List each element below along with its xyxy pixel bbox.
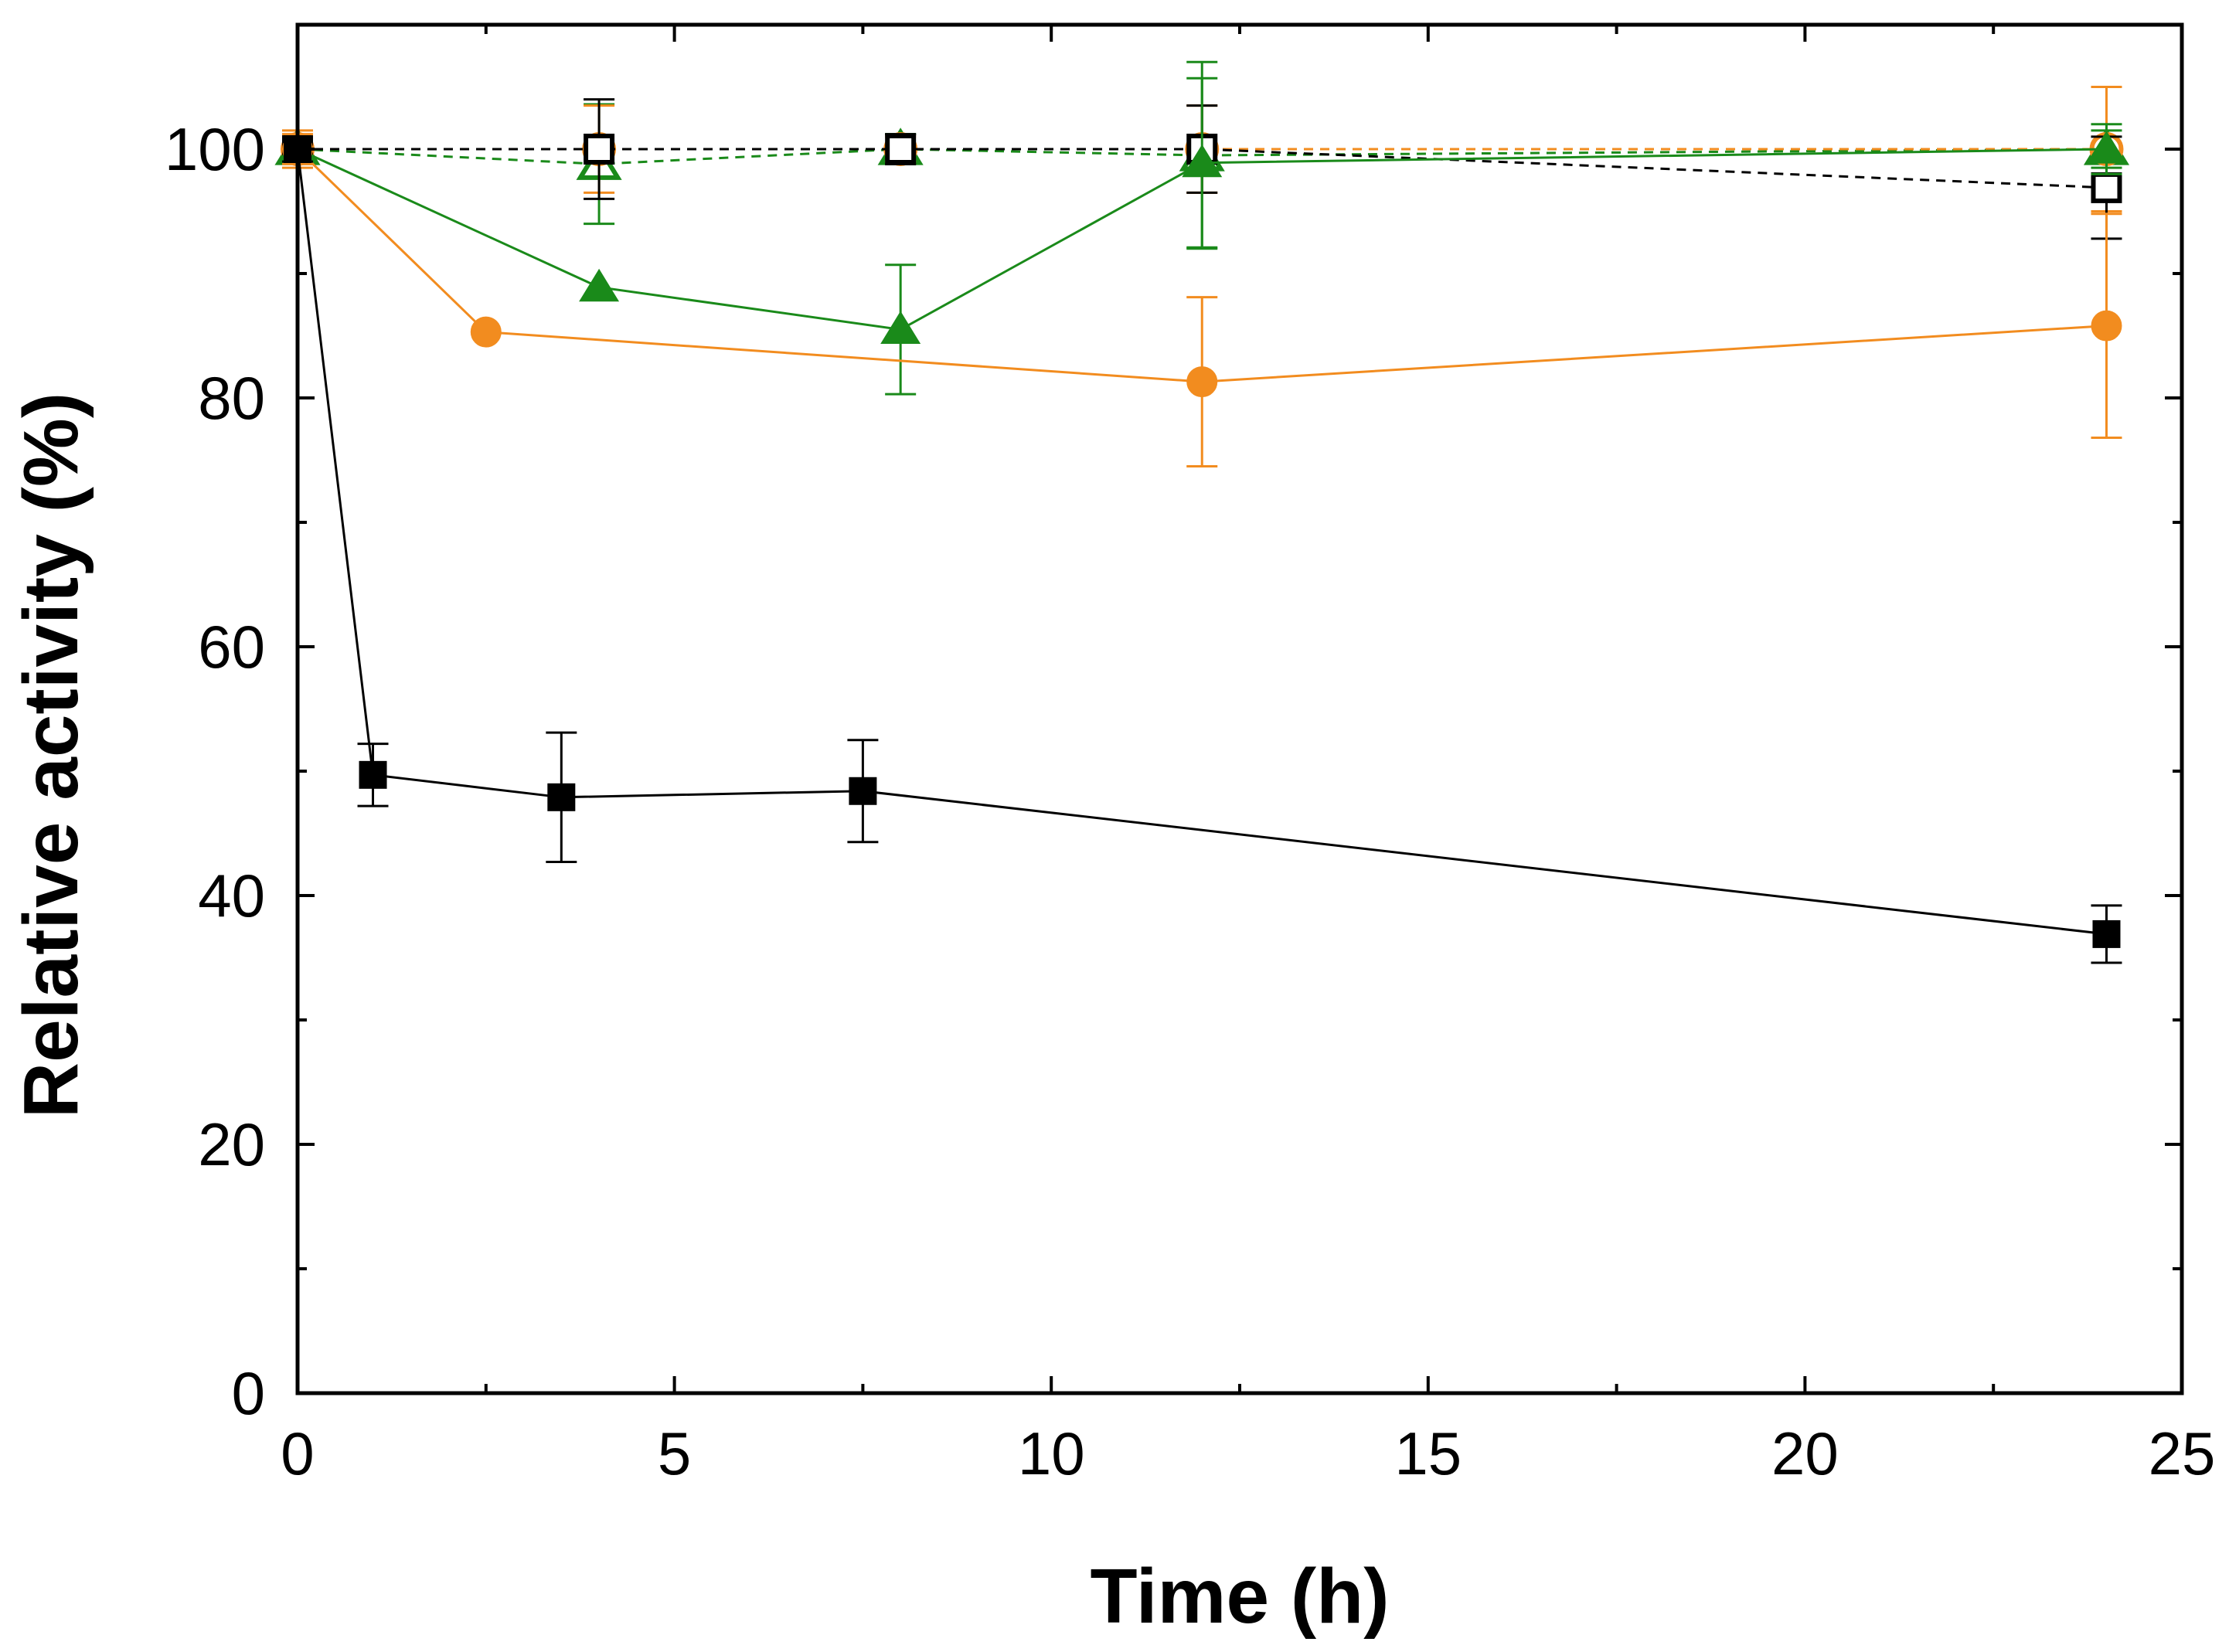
data-point-triangle: [579, 268, 620, 302]
data-point-square: [2091, 172, 2122, 203]
data-point-square: [547, 783, 576, 811]
data-point-triangle: [2086, 131, 2127, 164]
series-green-filled-triangle: [277, 76, 2127, 396]
data-point-circle: [1186, 366, 1218, 398]
series-orange-filled-circle: [282, 133, 2122, 468]
series-black-filled-square: [282, 135, 2122, 964]
data-point-circle: [2091, 310, 2122, 342]
y-tick-label: 20: [198, 1110, 265, 1178]
data-point-square: [849, 777, 877, 805]
data-point-square: [359, 760, 387, 789]
x-tick-label: 20: [1771, 1419, 1839, 1487]
x-tick-label: 0: [281, 1419, 314, 1487]
data-point-circle: [470, 316, 502, 348]
x-tick-label: 10: [1018, 1419, 1085, 1487]
data-point-triangle: [1182, 144, 1223, 178]
series-line-black-filled-square: [296, 148, 2107, 936]
x-tick-label: 5: [658, 1419, 691, 1487]
axes-layer: 0 5 10 15 20 25 0 20 40 60 80 100: [165, 22, 2216, 1487]
y-tick-label: 100: [165, 115, 265, 183]
y-tick-label: 40: [198, 862, 265, 930]
data-point-square: [885, 134, 917, 165]
series-line-orange-filled-circle: [296, 148, 2107, 383]
data-point-triangle: [880, 311, 921, 345]
data-point-square: [2092, 919, 2121, 948]
y-axis-title: Relative activity (%): [8, 393, 94, 1118]
y-tick-label: 60: [198, 613, 265, 681]
x-tick-label: 25: [2149, 1419, 2216, 1487]
series-layer: [274, 60, 2130, 964]
plot-frame: [295, 22, 2184, 1395]
x-tick-label: 15: [1394, 1419, 1462, 1487]
y-tick-label: 0: [232, 1359, 265, 1427]
data-point-square: [584, 134, 615, 165]
y-tick-label: 80: [198, 364, 265, 432]
x-axis-title: Time (h): [1090, 1553, 1389, 1640]
